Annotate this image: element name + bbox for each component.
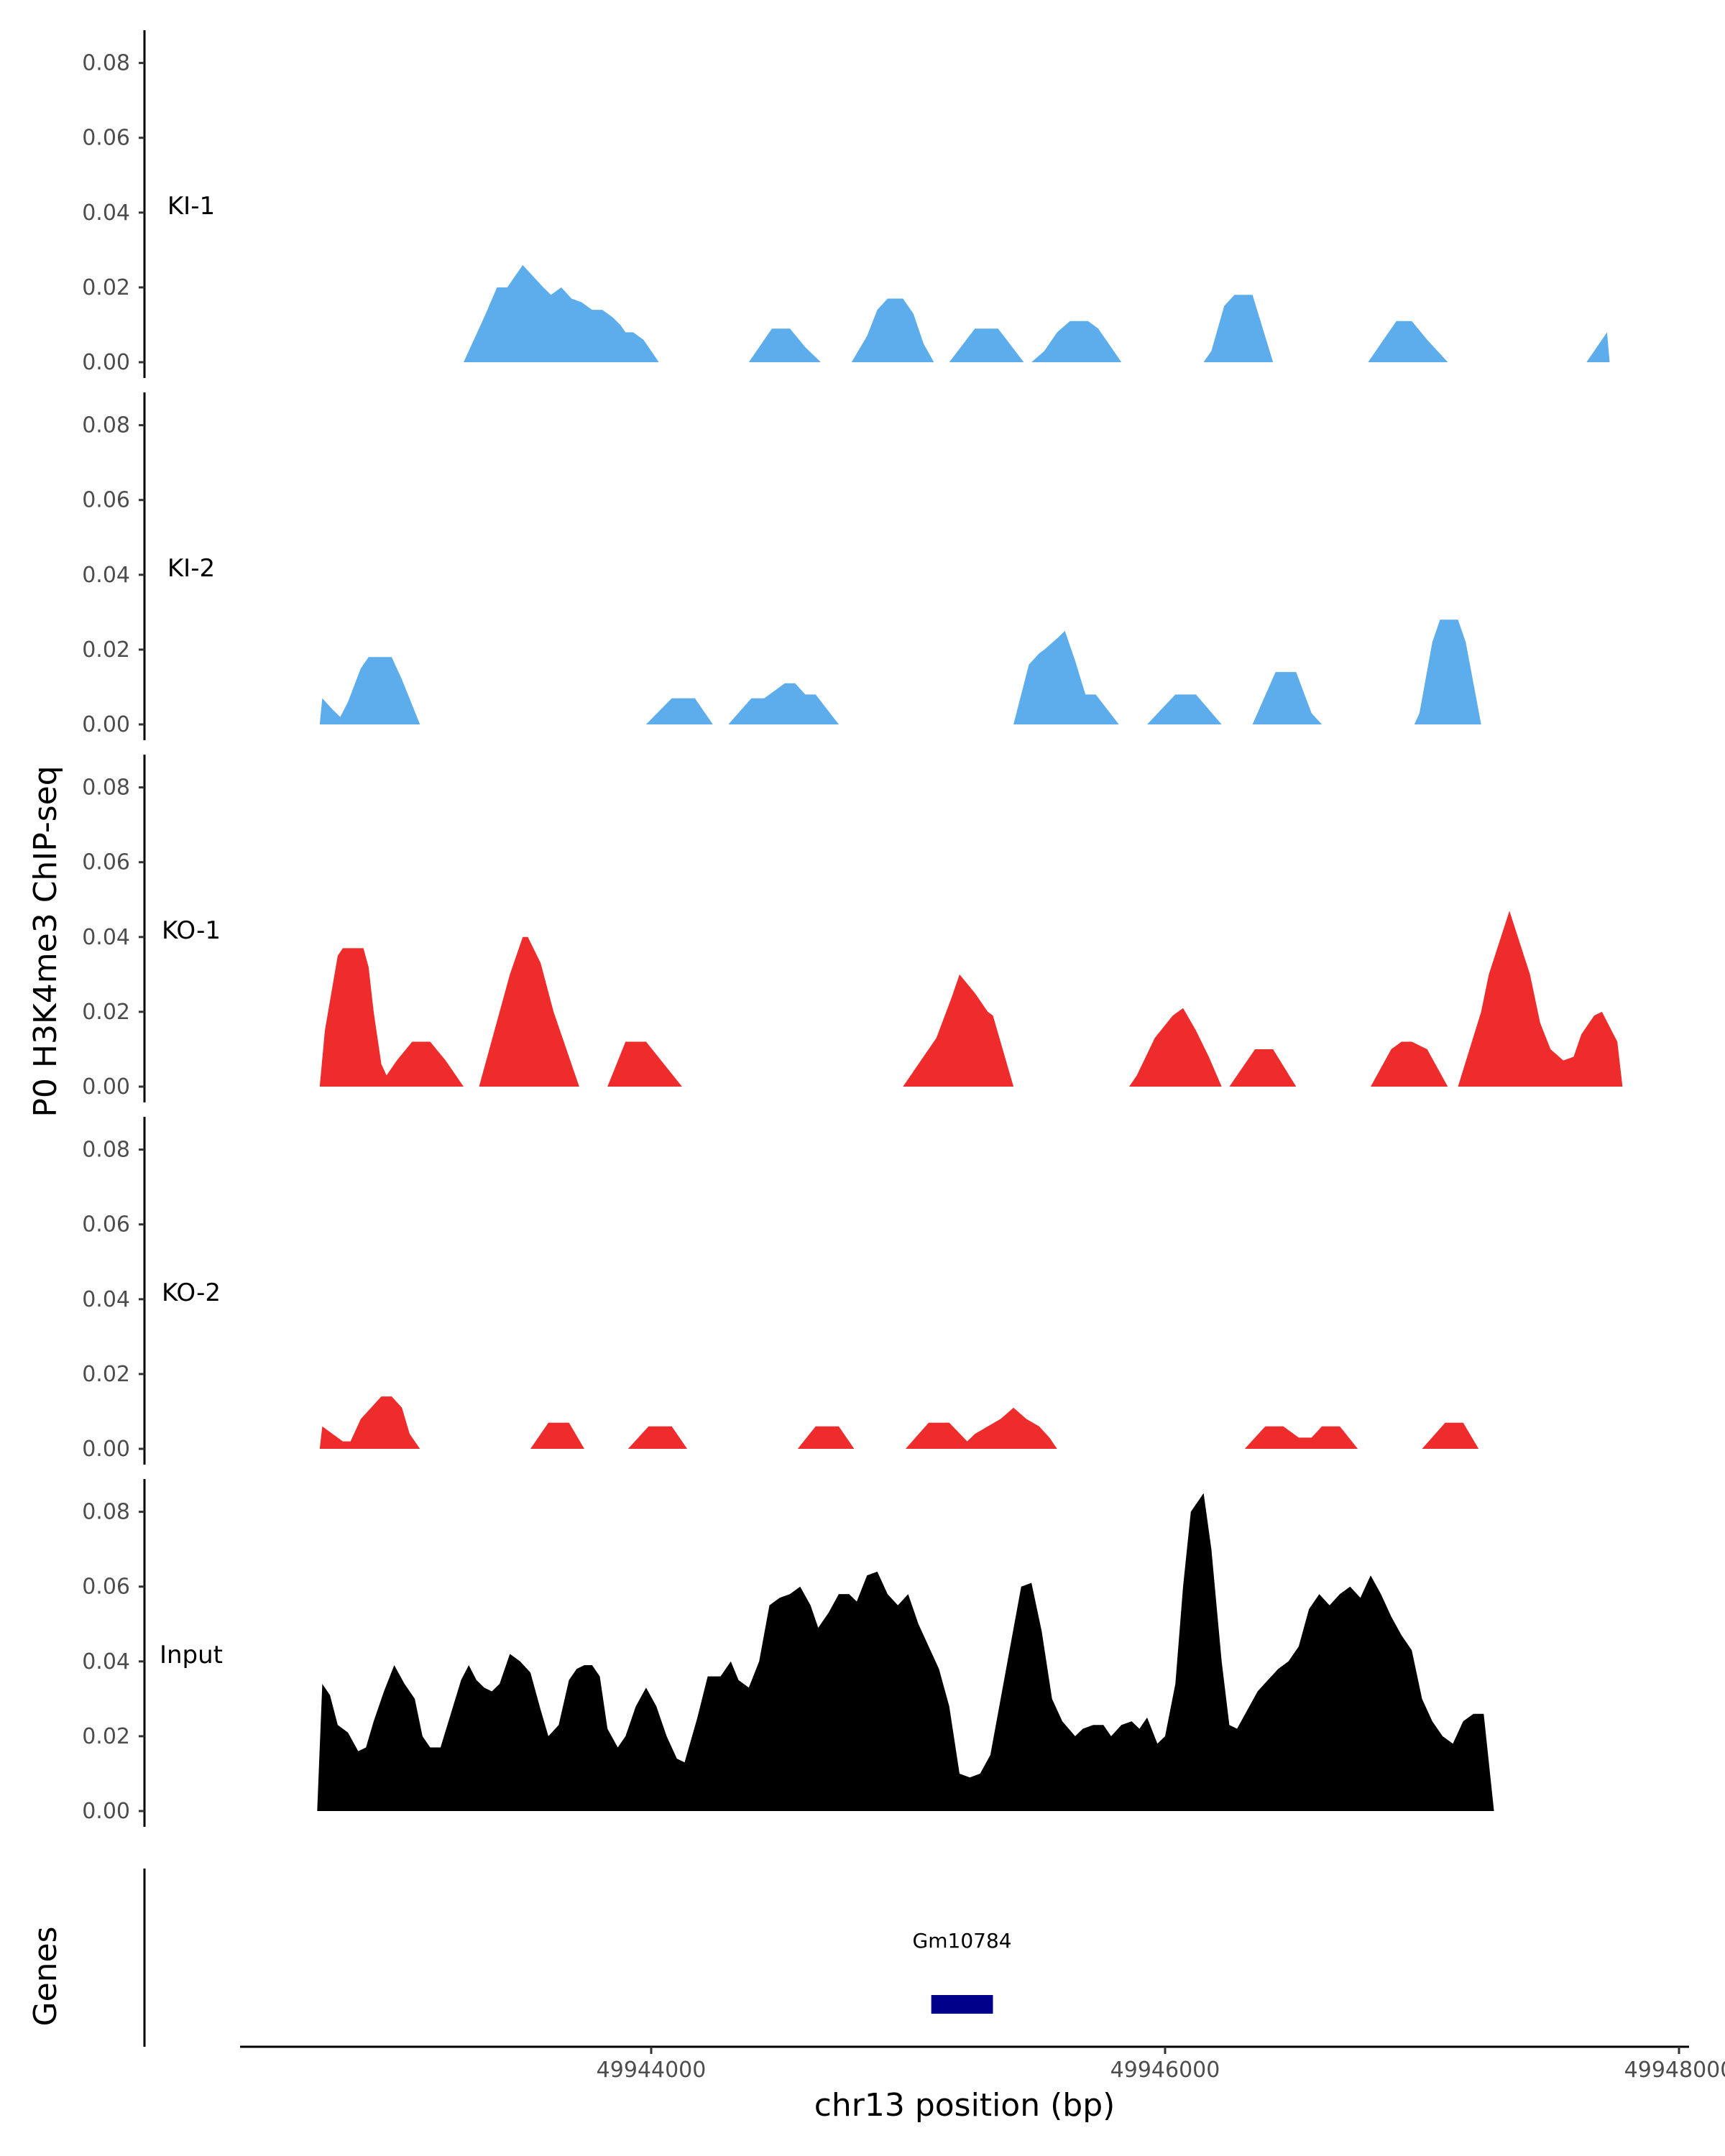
peak-area-ko-1-1 (319, 948, 464, 1087)
track-label: Input (160, 1641, 223, 1669)
peak-area-ki-1-6 (1203, 295, 1274, 362)
peak-area-ki-1-2 (748, 328, 821, 362)
peak-area-ko-2-3 (627, 1426, 688, 1449)
y-tick-label: 0.04 (82, 563, 130, 588)
peak-area-ki-1-5 (1031, 321, 1122, 362)
y-tick-label: 0.04 (82, 925, 130, 950)
x-axis-title: chr13 position (bp) (814, 2087, 1116, 2124)
y-axis-title: P0 H3K4me3 ChIP-seq (27, 765, 64, 1117)
peak-area-ko-1-2 (479, 936, 579, 1087)
y-tick-label: 0.08 (82, 775, 130, 801)
x-tick-label: 49948000 (1624, 2058, 1725, 2083)
peak-area-ko-2-2 (530, 1422, 584, 1449)
peak-area-ki-2-1 (319, 657, 420, 724)
peak-area-ko-1-6 (1229, 1049, 1297, 1087)
peak-area-ki-1-3 (851, 298, 934, 362)
peak-area-ko-2-5 (905, 1407, 1057, 1449)
x-tick-label: 49946000 (1110, 2058, 1220, 2083)
track-label: KO-1 (162, 916, 221, 945)
peak-area-ki-2-7 (1414, 619, 1481, 724)
track-ki-1: 0.00 0.02 0.04 0.06 0.08 KI-1 (82, 30, 1610, 378)
y-tick-label: 0.06 (82, 1212, 130, 1238)
x-axis: 49944000 49946000 49948000 chr13 position … (240, 2045, 1725, 2124)
peak-area-input-1 (317, 1493, 1494, 1811)
peak-area-ko-1-7 (1371, 1041, 1448, 1087)
genes-panel: Genes Gm10784 (27, 1869, 1012, 2047)
track-input: 0.00 0.02 0.04 0.06 0.08 Input (82, 1479, 1494, 1827)
peak-area-ko-1-8 (1458, 911, 1623, 1087)
peak-area-ki-2-2 (645, 698, 713, 724)
y-tick-label: 0.04 (82, 201, 130, 226)
track-label: KI-2 (167, 554, 215, 583)
peak-area-ki-2-4 (1013, 630, 1119, 724)
y-tick-label: 0.04 (82, 1649, 130, 1674)
peak-area-ki-1-7 (1368, 321, 1448, 362)
peak-area-ko-1-5 (1129, 1008, 1222, 1087)
y-tick-label: 0.06 (82, 1575, 130, 1600)
gene-marks: Gm10784 (913, 1929, 1012, 2014)
track-ko-1: 0.00 0.02 0.04 0.06 0.08 KO-1 (82, 755, 1623, 1102)
x-tick-label: 49944000 (597, 2058, 707, 2083)
tracks: 0.00 0.02 0.04 0.06 0.08 KI-1 0.00 0.02 0.04 0.06… (82, 30, 1623, 1827)
peak-area-ki-1-1 (464, 264, 659, 362)
y-tick-label: 0.02 (82, 637, 130, 663)
y-tick-label: 0.06 (82, 488, 130, 513)
genes-panel-title: Genes (27, 1926, 64, 2026)
y-tick-label: 0.00 (82, 712, 130, 737)
y-tick-label: 0.08 (82, 1138, 130, 1163)
y-tick-label: 0.08 (82, 51, 130, 76)
gene-label: Gm10784 (913, 1929, 1012, 1953)
track-label: KO-2 (162, 1279, 221, 1307)
peak-area-ki-2-3 (728, 683, 839, 724)
y-tick-label: 0.06 (82, 126, 130, 151)
y-tick-label: 0.02 (82, 275, 130, 300)
peak-area-ki-1-8 (1586, 332, 1610, 362)
y-tick-label: 0.00 (82, 1799, 130, 1824)
track-ko-2: 0.00 0.02 0.04 0.06 0.08 KO-2 (82, 1117, 1479, 1465)
peak-area-ko-1-4 (903, 974, 1014, 1087)
gene-body-gm10784 (931, 1995, 993, 2014)
peak-area-ko-2-4 (797, 1426, 855, 1449)
y-tick-label: 0.00 (82, 1437, 130, 1462)
y-tick-label: 0.08 (82, 413, 130, 438)
peak-area-ko-2-6 (1244, 1426, 1358, 1449)
y-tick-label: 0.08 (82, 1500, 130, 1525)
track-label: KI-1 (167, 192, 215, 221)
peak-area-ko-2-7 (1422, 1422, 1479, 1449)
y-tick-label: 0.04 (82, 1287, 130, 1312)
y-tick-label: 0.06 (82, 850, 130, 875)
y-tick-label: 0.02 (82, 1000, 130, 1025)
x-ticks: 49944000 49946000 49948000 (597, 2047, 1725, 2083)
peak-area-ki-2-6 (1252, 672, 1322, 724)
peak-area-ki-2-5 (1147, 694, 1222, 724)
y-tick-label: 0.00 (82, 350, 130, 375)
y-tick-label: 0.02 (82, 1724, 130, 1749)
peak-area-ki-1-4 (949, 328, 1024, 362)
y-tick-label: 0.02 (82, 1362, 130, 1387)
track-ki-2: 0.00 0.02 0.04 0.06 0.08 KI-2 (82, 392, 1481, 740)
y-tick-label: 0.00 (82, 1074, 130, 1100)
peak-area-ko-2-1 (319, 1396, 420, 1449)
peak-area-ko-1-3 (607, 1041, 682, 1087)
